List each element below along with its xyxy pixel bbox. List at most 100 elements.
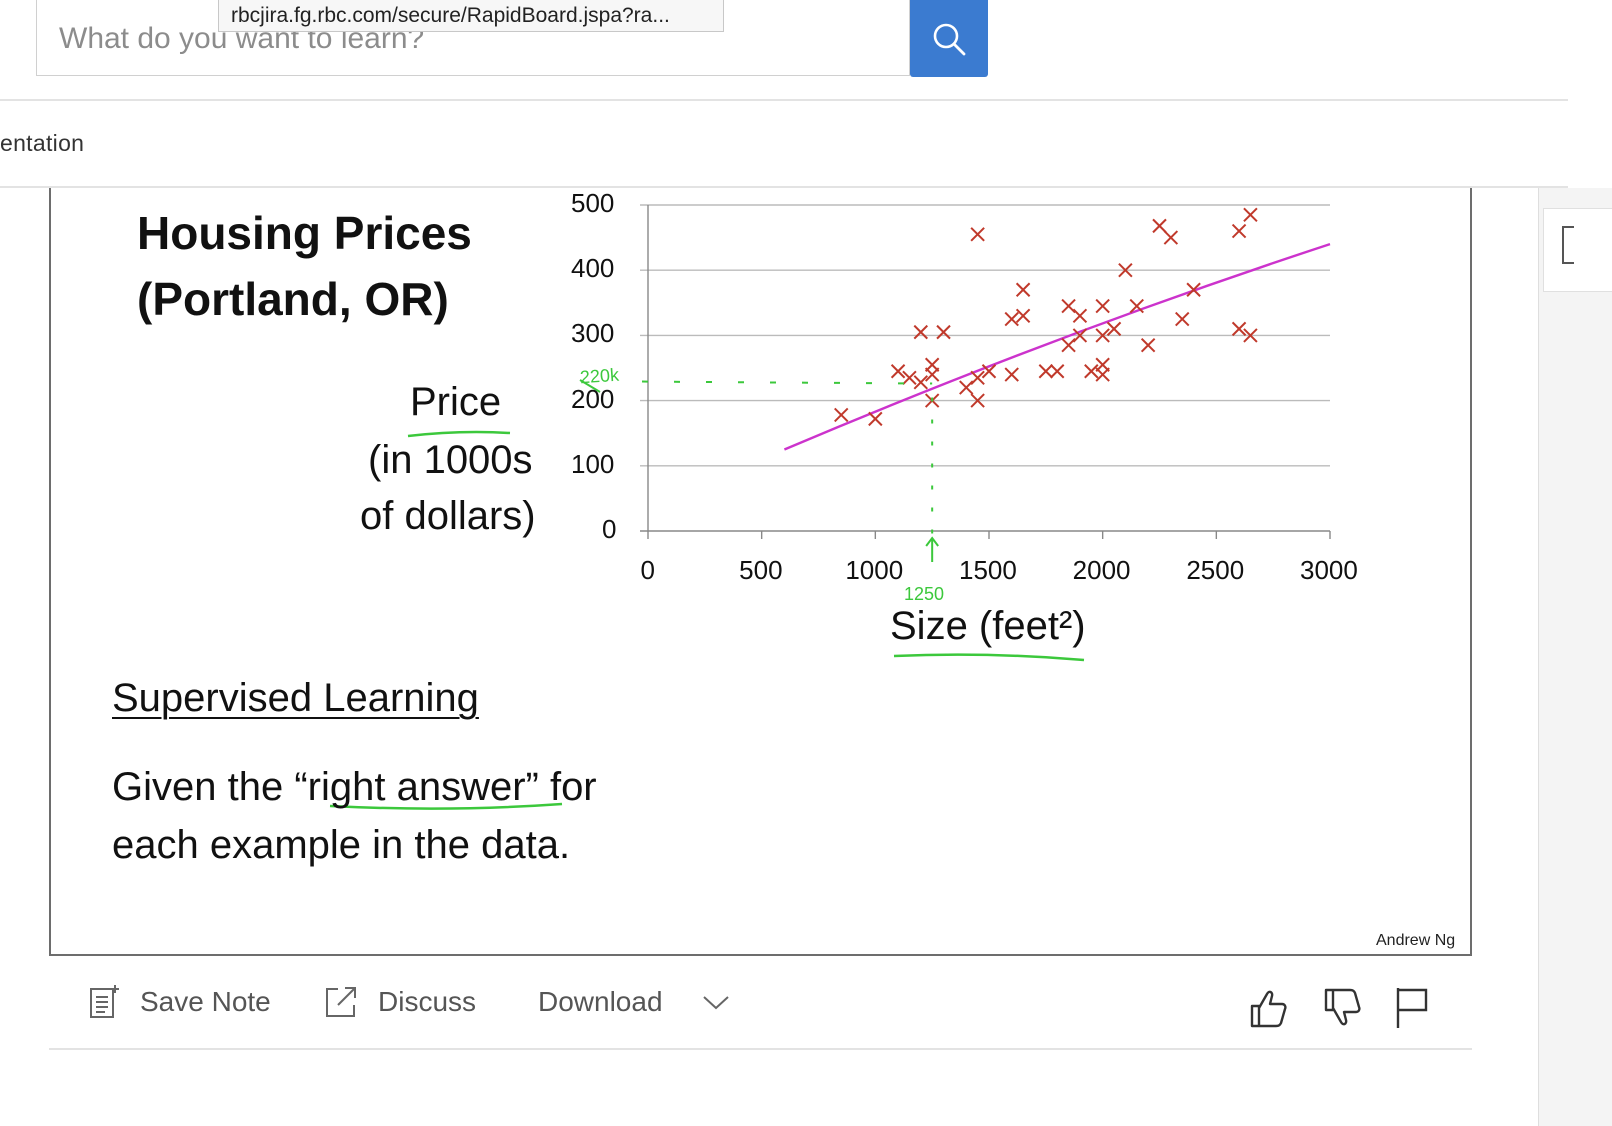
data-point (1015, 282, 1031, 297)
data-point (1015, 308, 1031, 324)
panel-bracket-icon (1562, 226, 1574, 264)
data-point (1095, 298, 1110, 314)
price-underline (407, 430, 511, 438)
data-point (1231, 223, 1247, 239)
slide-credit: Andrew Ng (1376, 932, 1456, 949)
search-button[interactable] (910, 0, 988, 77)
url-tooltip: rbcjira.fg.rbc.com/secure/RapidBoard.jsp… (218, 0, 724, 32)
flag-icon (1396, 988, 1428, 1028)
data-point (959, 380, 974, 395)
slide-title-line2: (Portland, OR) (137, 273, 449, 325)
supervised-learning-heading: Supervised Learning (112, 676, 479, 720)
x-tick-label: 3000 (1300, 555, 1358, 585)
x-tick-label: 1500 (959, 555, 1017, 585)
data-point (1061, 337, 1076, 353)
y-tick-label: 500 (571, 188, 615, 218)
y-axis-label-line2: (in 1000s (368, 438, 533, 482)
data-point (936, 324, 951, 340)
header-divider (0, 99, 1568, 101)
y-tick-label: 300 (571, 318, 615, 349)
price-annotation-stroke (579, 379, 601, 393)
discuss-label: Discuss (378, 986, 477, 1017)
data-point (1049, 364, 1065, 379)
data-point (924, 367, 940, 382)
data-point (970, 227, 985, 242)
note-icon (90, 985, 119, 1018)
section-divider (0, 186, 1568, 188)
right-side-panel (1538, 188, 1612, 1126)
data-point (1163, 230, 1179, 245)
y-tick-label: 100 (571, 448, 615, 479)
data-point (890, 364, 906, 379)
y-axis-label: Price (410, 380, 502, 424)
thumbs-up-icon (1250, 990, 1287, 1028)
data-point (1186, 282, 1201, 297)
data-point (1084, 364, 1099, 379)
flag-button[interactable] (1392, 986, 1436, 1030)
data-point (1004, 367, 1019, 382)
thumbs-down-icon (1324, 988, 1361, 1026)
data-point (1095, 328, 1110, 343)
data-point (1152, 218, 1167, 234)
x-tick-label: 500 (739, 555, 783, 585)
data-point (1106, 321, 1122, 337)
size-annotation: 1250 (904, 584, 945, 604)
chevron-down-icon (702, 996, 729, 1010)
slide-title-line1: Housing Prices (137, 207, 472, 259)
x-tick-label: 1000 (845, 555, 904, 585)
data-point (834, 407, 849, 423)
data-point (913, 375, 929, 390)
data-point (1129, 298, 1144, 314)
x-tick-label: 0 (640, 555, 655, 585)
discuss-button[interactable]: Discuss (324, 982, 476, 1022)
data-point (970, 370, 985, 385)
data-point (1072, 308, 1088, 324)
side-panel-toggle[interactable] (1543, 208, 1612, 292)
data-point (1140, 337, 1156, 353)
breadcrumb[interactable]: entation (0, 130, 85, 156)
price-guide-line (641, 380, 933, 385)
x-axis-label: Size (feet²) (890, 604, 1086, 648)
data-point (981, 364, 997, 379)
video-player[interactable] (49, 188, 1472, 956)
supervised-learning-text: Given the “right answer” for each exampl… (112, 758, 597, 874)
data-point (902, 370, 917, 385)
y-tick-label: 200 (571, 383, 615, 414)
thumbs-up-button[interactable] (1246, 986, 1290, 1030)
x-tick-label: 2500 (1186, 555, 1245, 585)
data-point (1004, 311, 1019, 327)
data-point (913, 324, 929, 340)
price-annotation: 220k (579, 364, 620, 388)
search-icon (933, 23, 966, 55)
data-point (1243, 328, 1258, 343)
supervised-line1: Given the “right answer” for (112, 765, 597, 809)
slide-title: Housing Prices (Portland, OR) (137, 200, 472, 332)
data-point (1038, 364, 1054, 379)
data-point (1175, 311, 1190, 327)
data-point (1095, 357, 1110, 372)
right-answer-underline (329, 802, 563, 810)
toolbar-divider (49, 1048, 1472, 1050)
y-tick-label: 0 (602, 514, 617, 544)
data-point (1243, 207, 1258, 222)
data-point (1061, 298, 1076, 314)
x-tick-label: 2000 (1072, 555, 1131, 585)
save-note-button[interactable]: Save Note (88, 982, 271, 1022)
save-note-label: Save Note (140, 986, 271, 1017)
download-dropdown[interactable]: Download (538, 982, 731, 1022)
data-point (1231, 321, 1247, 337)
data-point (1072, 328, 1088, 343)
supervised-line2: each example in the data. (112, 823, 571, 867)
external-link-icon (326, 987, 356, 1017)
size-underline (893, 653, 1085, 662)
regression-line (783, 242, 1331, 451)
y-tick-label: 400 (571, 253, 615, 284)
download-label: Download (538, 986, 663, 1017)
data-point (868, 411, 883, 427)
data-point (1118, 262, 1133, 278)
data-point (970, 393, 985, 408)
thumbs-down-button[interactable] (1320, 986, 1364, 1030)
y-axis-label-line3: of dollars) (360, 494, 536, 538)
size-arrow (925, 536, 939, 562)
